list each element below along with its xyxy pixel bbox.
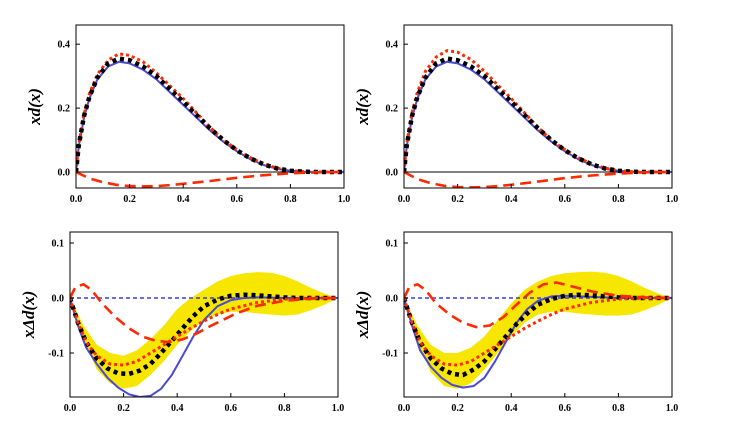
x-tick-label: 0.4 — [177, 194, 190, 205]
x-tick-label: 0.8 — [612, 194, 625, 205]
x-tick-label: 0.6 — [559, 194, 572, 205]
x-tick-label: 0.2 — [117, 403, 130, 414]
y-axis-label: xd(x) — [25, 88, 44, 126]
x-tick-label: 0.4 — [171, 403, 184, 414]
plot-frame — [69, 231, 339, 398]
y-tick-label: 0.0 — [386, 294, 399, 305]
x-tick-label: 0.0 — [70, 194, 83, 205]
x-tick-label: 0.8 — [612, 403, 625, 414]
panel-2: 0.0 0.2 0.4 0.6 0.8 1.0 0.0 0.2 0.4 xd(x) — [353, 24, 679, 205]
x-tick-label: 0.8 — [284, 194, 297, 205]
x-tick-label: 0.6 — [559, 403, 572, 414]
y-tick-label: 0.4 — [386, 40, 399, 51]
series-dotted-line — [404, 49, 672, 174]
x-tick-label: 0.0 — [64, 403, 77, 414]
y-tick-label: 0.1 — [52, 239, 65, 250]
series-solid-line — [404, 60, 672, 173]
uncertainty-band — [70, 272, 338, 389]
plot-area — [404, 49, 672, 188]
x-tick-label: 0.8 — [278, 403, 291, 414]
x-tick-label: 0.6 — [225, 403, 238, 414]
y-tick-label: 0.0 — [58, 168, 71, 179]
series-dashed-line — [404, 170, 672, 188]
x-tick-label: 0.6 — [231, 194, 244, 205]
y-axis-label: xΔd(x) — [353, 291, 372, 339]
series-dotted-line — [76, 52, 344, 174]
y-tick-label: 0.2 — [386, 104, 399, 115]
x-tick-label: 1.0 — [666, 194, 679, 205]
x-tick-label: 0.0 — [398, 403, 411, 414]
plot-area — [70, 272, 338, 397]
series-dashed-line — [70, 283, 338, 344]
x-tick-label: 0.2 — [451, 403, 464, 414]
y-tick-label: -0.1 — [382, 349, 398, 360]
series-solid-line — [76, 60, 344, 173]
series-squares-line — [76, 56, 344, 175]
x-tick-label: 0.4 — [505, 194, 518, 205]
y-tick-label: 0.2 — [58, 104, 71, 115]
series-dashed-line — [404, 281, 672, 329]
x-tick-label: 0.4 — [505, 403, 518, 414]
y-tick-label: -0.1 — [48, 349, 64, 360]
x-tick-label: 0.0 — [398, 194, 411, 205]
series-solid-line — [70, 296, 338, 397]
plot-frame — [75, 24, 345, 189]
y-tick-label: 0.4 — [58, 40, 71, 51]
y-tick-label: 0.1 — [386, 239, 399, 250]
uncertainty-band — [404, 271, 672, 389]
y-tick-label: 0.0 — [52, 294, 65, 305]
plot-area — [76, 52, 344, 188]
x-tick-label: 1.0 — [666, 403, 679, 414]
plot-frame — [403, 231, 673, 398]
y-tick-label: 0.0 — [386, 168, 399, 179]
x-tick-label: 0.2 — [123, 194, 136, 205]
series-dotted-line — [404, 296, 672, 367]
series-dashed-line — [76, 170, 344, 188]
series-squares-line — [404, 56, 672, 175]
plot-area — [404, 271, 672, 389]
y-axis-label: xΔd(x) — [19, 291, 38, 339]
series-squares-line — [70, 292, 338, 377]
x-tick-label: 0.2 — [451, 194, 464, 205]
y-axis-label: xd(x) — [353, 88, 372, 126]
plot-frame — [403, 24, 673, 189]
panel-3: 0.0 0.2 0.4 0.6 0.8 1.0 0.1 0.0 -0.1 xΔd(x) — [19, 231, 345, 414]
panel-1: 0.0 0.2 0.4 0.6 0.8 1.0 0.0 0.2 0.4 xd(x) — [25, 24, 351, 205]
series-squares-line — [404, 292, 672, 378]
x-tick-label: 1.0 — [332, 403, 345, 414]
panel-4: 0.0 0.2 0.4 0.6 0.8 1.0 0.1 0.0 -0.1 xΔd(x) — [353, 231, 679, 414]
x-tick-label: 1.0 — [338, 194, 351, 205]
